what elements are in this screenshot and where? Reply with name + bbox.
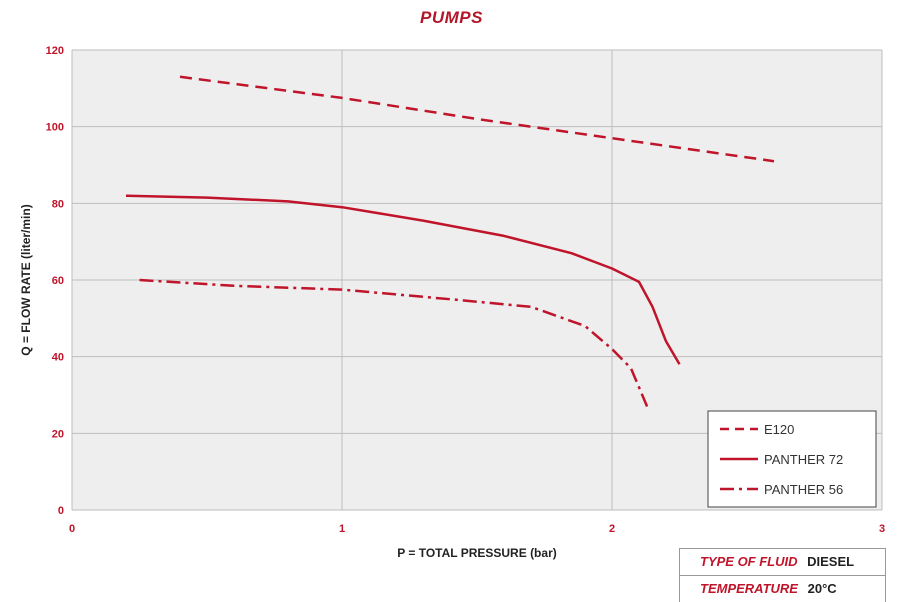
info-label: TEMPERATURE: [700, 581, 798, 596]
fluid-info-box: TYPE OF FLUID DIESEL TEMPERATURE 20°C: [679, 548, 886, 602]
info-row-fluid: TYPE OF FLUID DIESEL: [680, 549, 885, 576]
x-tick-label: 3: [879, 523, 885, 535]
axes: 0 20 40 60 80 100 120 0 1 2 3: [46, 45, 885, 535]
x-axis-label: P = TOTAL PRESSURE (bar): [397, 546, 556, 560]
info-value: DIESEL: [807, 554, 855, 569]
y-tick-label: 40: [52, 352, 64, 364]
grid: [71, 49, 883, 511]
x-tick-label: 1: [339, 523, 345, 535]
info-label: TYPE OF FLUID: [700, 554, 798, 569]
legend-label: E120: [764, 422, 794, 437]
series-lines: [125, 75, 775, 407]
info-value: 20°C: [807, 581, 837, 596]
chart-title: PUMPS: [420, 8, 483, 27]
y-tick-label: 0: [58, 505, 64, 517]
y-tick-label: 120: [46, 45, 64, 57]
y-tick-label: 80: [52, 198, 64, 210]
legend-label: PANTHER 72: [764, 452, 843, 467]
y-tick-label: 60: [52, 275, 64, 287]
y-tick-label: 100: [46, 122, 64, 134]
y-tick-label: 20: [52, 428, 64, 440]
legend: E120 PANTHER 72 PANTHER 56: [707, 410, 877, 508]
x-tick-label: 0: [69, 523, 75, 535]
legend-label: PANTHER 56: [764, 482, 843, 497]
info-row-temperature: TEMPERATURE 20°C: [680, 576, 885, 602]
x-tick-label: 2: [609, 523, 615, 535]
y-axis-label: Q = FLOW RATE (liter/min): [19, 204, 33, 355]
series-line-panther-72: [125, 194, 681, 365]
